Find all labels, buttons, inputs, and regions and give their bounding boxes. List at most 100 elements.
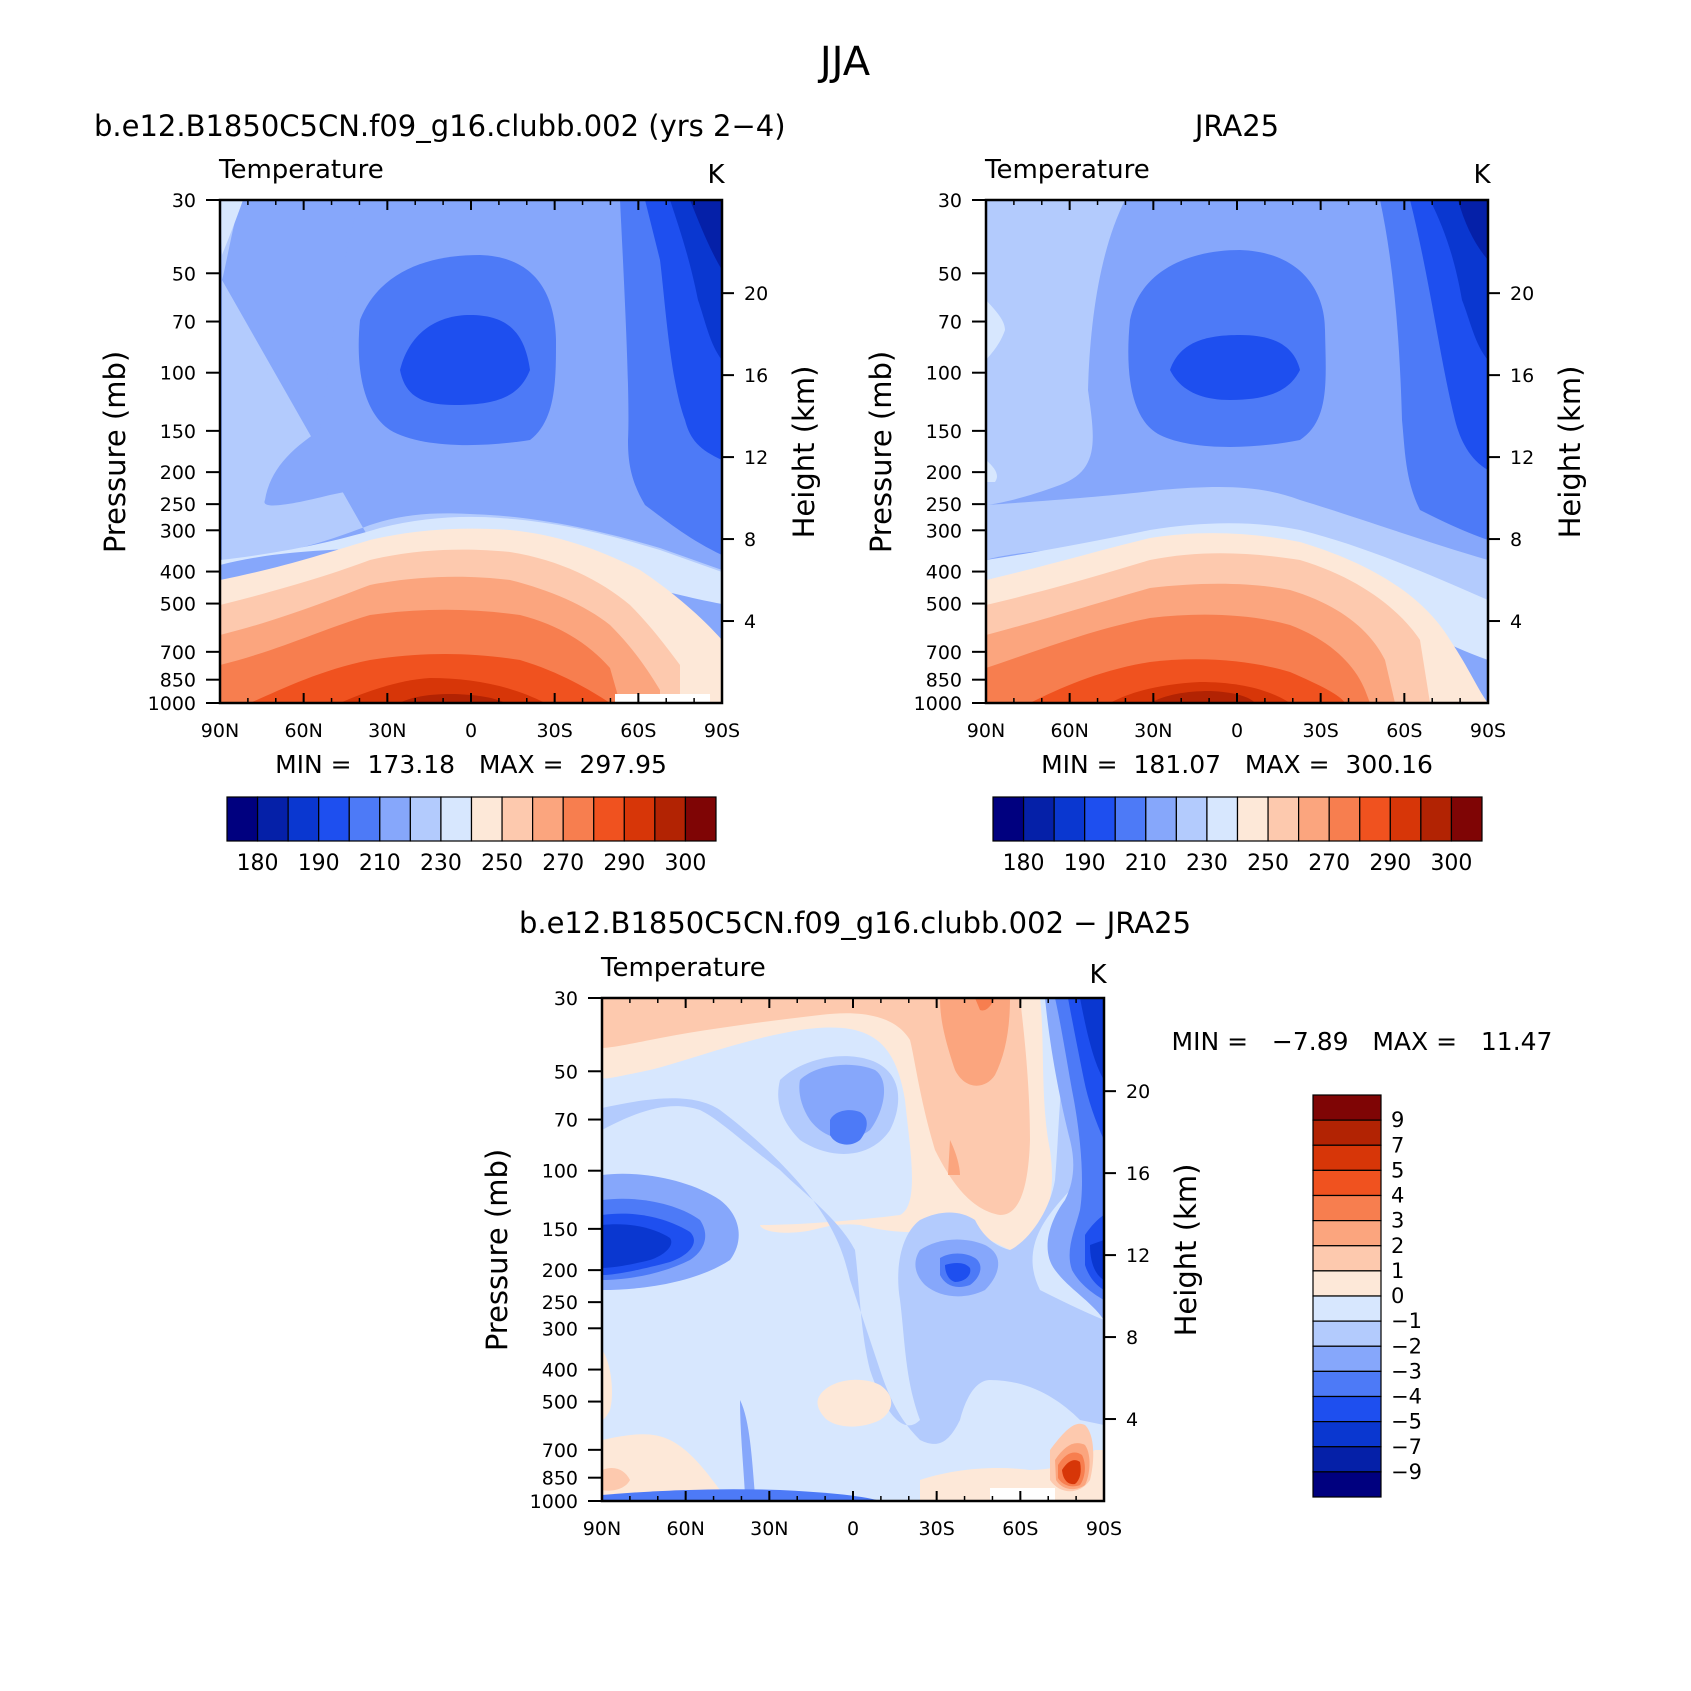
y-tick-label: 50 (172, 263, 196, 285)
colorbar-label: 2 (1391, 1234, 1404, 1258)
colorbar-label: 9 (1391, 1108, 1404, 1132)
panel-units: K (1089, 960, 1107, 990)
colorbar-swatch (287, 796, 320, 842)
contour-fill (602, 1350, 1104, 1501)
colorbar-label: −1 (1391, 1309, 1422, 1333)
y-tick-label: 70 (172, 312, 196, 334)
colorbar-swatch (684, 796, 717, 842)
y-tick-label: 300 (926, 520, 962, 542)
colorbar-label: 300 (664, 851, 706, 876)
panel-title: b.e12.B1850C5CN.f09_g16.clubb.002 − JRA2… (519, 906, 1191, 940)
y2-tick-label: 4 (744, 611, 756, 633)
y2-tick-label: 8 (1126, 1327, 1138, 1349)
colorbar: 180 190 210 230 250 270 290 300 (226, 796, 717, 876)
contour-fill (740, 1400, 755, 1495)
colorbar-swatch (1236, 796, 1269, 842)
colorbar-label: 0 (1391, 1284, 1404, 1308)
contour-fill (400, 315, 530, 405)
y-tick-label: 70 (554, 1110, 578, 1132)
y-tick-label: 850 (926, 670, 962, 692)
panel-title: b.e12.B1850C5CN.f09_g16.clubb.002 (yrs 2… (94, 109, 786, 143)
contour-fill (340, 678, 545, 703)
colorbar-swatch (440, 796, 473, 842)
colorbar-swatch (318, 796, 350, 842)
x-tick-label: 90N (967, 720, 1005, 742)
contour-fill (945, 1263, 971, 1282)
y-tick-label: 100 (160, 363, 196, 385)
y2-axis-label: Height (km) (1553, 366, 1587, 539)
colorbar-label: 210 (359, 851, 401, 876)
y2-tick-label: 16 (744, 365, 768, 387)
panel-subtitle: Temperature (218, 155, 384, 185)
colorbar-swatch (1312, 1245, 1382, 1272)
contour-fill (220, 200, 722, 600)
contour-fill (975, 998, 995, 1011)
y-tick-label: 1000 (914, 693, 962, 715)
x-tick-label: 30S (1303, 720, 1339, 742)
y2-tick-label: 16 (1510, 365, 1534, 387)
y-tick-label: 70 (938, 312, 962, 334)
colorbar-label: 230 (420, 851, 462, 876)
colorbar-swatch (1312, 1446, 1382, 1473)
colorbar-label: 290 (1369, 851, 1411, 876)
colorbar-swatch (593, 796, 625, 842)
y-tick-label: 200 (160, 462, 196, 484)
y-tick-label: 850 (542, 1468, 578, 1490)
colorbar-label: 190 (1064, 851, 1106, 876)
colorbar-swatch (1420, 796, 1453, 842)
colorbar-swatch (1312, 1320, 1382, 1347)
y-tick-label: 150 (542, 1219, 578, 1241)
x-tick-label: 30S (919, 1518, 955, 1540)
colorbar-label: 5 (1391, 1158, 1404, 1182)
x-tick-label: 90S (1470, 720, 1506, 742)
y-tick-label: 250 (160, 494, 196, 516)
colorbar-swatch (470, 796, 503, 842)
colorbar-swatch (1312, 1169, 1382, 1197)
y2-tick-label: 20 (1510, 283, 1534, 305)
colorbar-swatch (1312, 1345, 1382, 1372)
colorbar-label: 7 (1391, 1133, 1404, 1157)
colorbar-swatch (1145, 796, 1177, 842)
contour-fill (690, 200, 722, 270)
colorbar-label: −4 (1391, 1385, 1422, 1409)
contour-fill (1458, 200, 1488, 260)
colorbar-swatch (1084, 796, 1116, 842)
y2-tick-label: 20 (1126, 1081, 1150, 1103)
colorbar-swatch (1312, 1421, 1382, 1448)
colorbar-label: 180 (1003, 851, 1045, 876)
colorbar-swatch (409, 796, 442, 842)
y-tick-label: 700 (926, 642, 962, 664)
contour-fill (220, 200, 722, 604)
x-tick-label: 30N (750, 1518, 788, 1540)
y2-tick-label: 12 (744, 447, 768, 469)
colorbar-swatch (532, 796, 564, 842)
y-tick-label: 700 (160, 642, 196, 664)
colorbar-swatch (1312, 1370, 1382, 1398)
colorbar-swatch (1022, 796, 1055, 842)
colorbar-label: 190 (298, 851, 340, 876)
x-tick-label: 30S (537, 720, 573, 742)
y-tick-label: 30 (554, 988, 578, 1010)
min-max-text: MIN = 173.18 MAX = 297.95 (275, 750, 667, 779)
x-tick-label: 60S (620, 720, 656, 742)
contour-fill (1150, 691, 1255, 703)
colorbar-label: 300 (1430, 851, 1472, 876)
y2-tick-label: 8 (744, 529, 756, 551)
missing-data (990, 1488, 1055, 1501)
plot-area (600, 996, 1106, 1503)
contour-fill (986, 200, 1488, 600)
x-tick-label: 0 (465, 720, 477, 742)
colorbar-swatch (1114, 796, 1147, 842)
colorbar-swatch (348, 796, 381, 842)
colorbar-swatch (1206, 796, 1239, 842)
y2-tick-label: 12 (1126, 1245, 1150, 1267)
y-tick-label: 300 (542, 1318, 578, 1340)
contour-fill (602, 1224, 672, 1268)
colorbar-label: 210 (1125, 851, 1167, 876)
contour-fill (1062, 1460, 1081, 1485)
contour-fill (1080, 998, 1104, 1280)
y-tick-label: 400 (542, 1360, 578, 1382)
colorbar-label: 270 (542, 851, 584, 876)
